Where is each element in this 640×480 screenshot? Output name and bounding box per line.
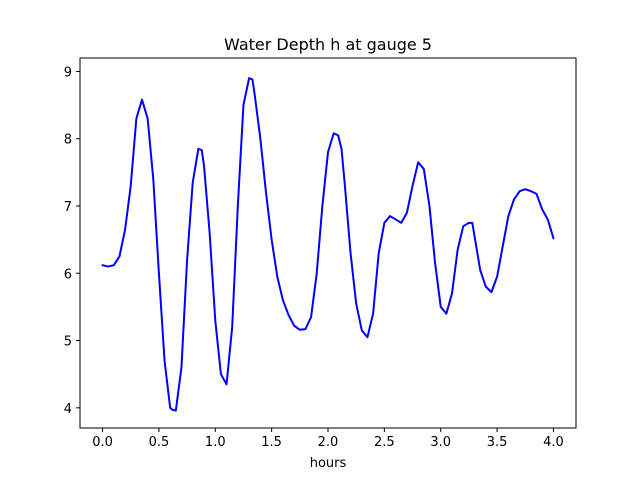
x-tick-label: 2.0 <box>318 435 339 450</box>
chart-title: Water Depth h at gauge 5 <box>224 35 432 54</box>
x-tick-label: 4.0 <box>543 435 564 450</box>
x-tick-label: 3.0 <box>430 435 451 450</box>
axis-ticks: 0.0 0.5 1.0 1.5 2.0 2.5 3.0 3.5 4.0 4 5 6 7 8 9 <box>64 65 564 450</box>
y-tick-label: 7 <box>64 200 72 215</box>
y-tick-label: 4 <box>64 402 72 417</box>
y-tick-label: 9 <box>64 65 72 80</box>
x-tick-label: 0.0 <box>92 435 113 450</box>
x-tick-label: 2.5 <box>374 435 395 450</box>
x-tick-label: 0.5 <box>149 435 170 450</box>
x-tick-label: 1.5 <box>261 435 282 450</box>
x-axis-title: hours <box>310 456 347 471</box>
x-tick-label: 3.5 <box>487 435 508 450</box>
y-tick-label: 8 <box>64 133 72 148</box>
plot-area-frame <box>79 57 577 429</box>
series-line <box>101 77 555 412</box>
x-tick-label: 1.0 <box>205 435 226 450</box>
series-layer <box>101 77 555 412</box>
y-tick-label: 6 <box>64 267 72 282</box>
y-tick-label: 5 <box>64 335 72 350</box>
